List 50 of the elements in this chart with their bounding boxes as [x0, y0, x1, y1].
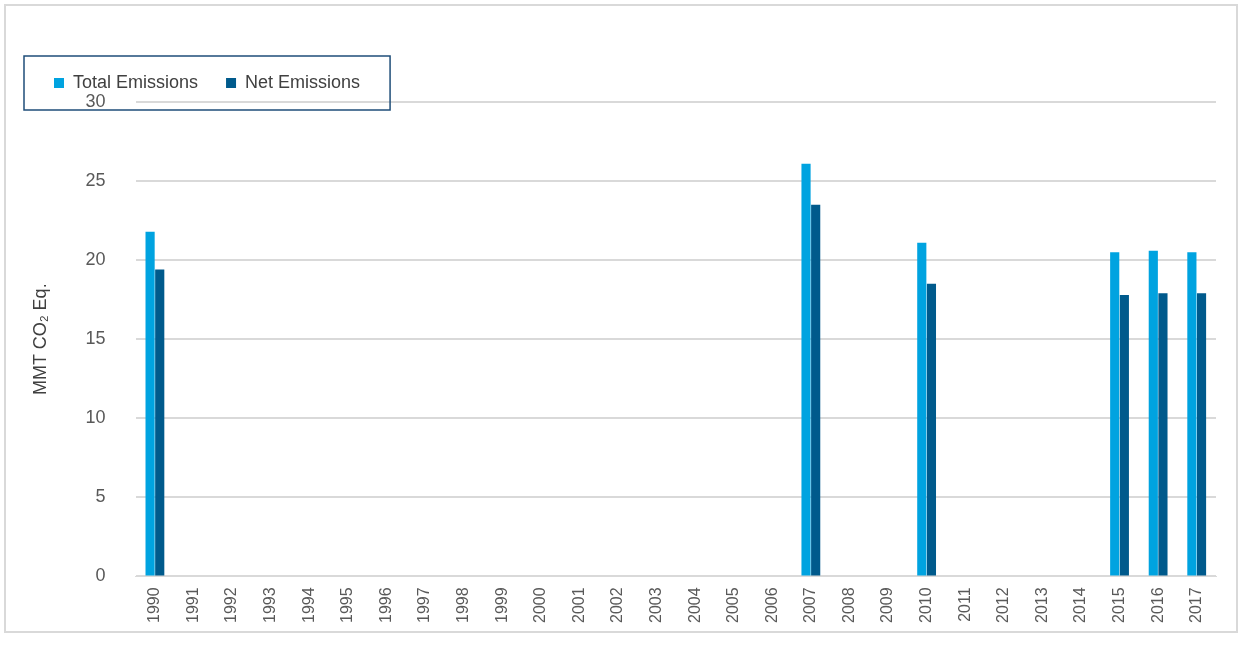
y-axis-title: MMT CO₂ Eq.: [29, 283, 50, 396]
x-tick-label: 1999: [492, 587, 510, 623]
bar: [917, 242, 927, 576]
legend-label: Net Emissions: [245, 71, 361, 92]
x-tick-label: 1998: [454, 587, 471, 623]
y-tick-label: 10: [85, 407, 106, 428]
x-tick-label: 2014: [1071, 587, 1089, 623]
bar: [811, 204, 821, 576]
x-tick-label: 2005: [724, 587, 742, 623]
x-tick-label: 1992: [222, 587, 240, 623]
bar: [1110, 252, 1120, 576]
x-tick-label: 2000: [531, 587, 549, 623]
y-tick-label: 5: [95, 486, 106, 507]
x-tick-label: 2007: [801, 587, 819, 623]
bar: [155, 269, 165, 576]
x-tick-label: 2015: [1109, 587, 1127, 623]
bar: [1196, 293, 1207, 576]
x-tick-label: 2010: [917, 587, 935, 623]
bar: [801, 163, 811, 576]
bar: [145, 231, 155, 576]
y-tick-label: 25: [85, 170, 106, 191]
bar: [1187, 252, 1197, 576]
x-tick-label: 2011: [955, 587, 973, 622]
x-tick-label: 1993: [261, 587, 279, 623]
bar: [1119, 294, 1129, 576]
x-tick-label: 2006: [762, 587, 780, 623]
x-tick-label: 1990: [145, 587, 163, 623]
x-tick-label: 2009: [878, 587, 896, 623]
y-tick-label: 30: [85, 90, 106, 111]
x-tick-label: 1995: [338, 587, 356, 623]
x-tick-label: 2012: [994, 587, 1012, 623]
x-tick-label: 2008: [839, 587, 857, 623]
x-tick-label: 2001: [569, 587, 587, 623]
x-tick-label: 2013: [1032, 587, 1050, 623]
legend-label: Total Emissions: [73, 71, 199, 92]
x-tick-label: 1994: [299, 587, 317, 623]
y-tick-label: 0: [95, 565, 106, 586]
x-tick-label: 1991: [183, 587, 201, 623]
bar: [1148, 250, 1158, 576]
x-tick-label: 2004: [685, 587, 703, 623]
y-tick-label: 15: [85, 328, 106, 349]
y-tick-label: 20: [85, 249, 106, 270]
x-tick-label: 1997: [415, 587, 433, 623]
x-tick-label: 1996: [376, 587, 394, 623]
x-tick-label: 2003: [646, 587, 664, 623]
bar: [1158, 293, 1168, 576]
x-tick-label: 2016: [1148, 587, 1166, 623]
bar: [926, 283, 937, 576]
x-tick-label: 2002: [608, 587, 626, 623]
x-tick-label: 2017: [1187, 587, 1205, 623]
